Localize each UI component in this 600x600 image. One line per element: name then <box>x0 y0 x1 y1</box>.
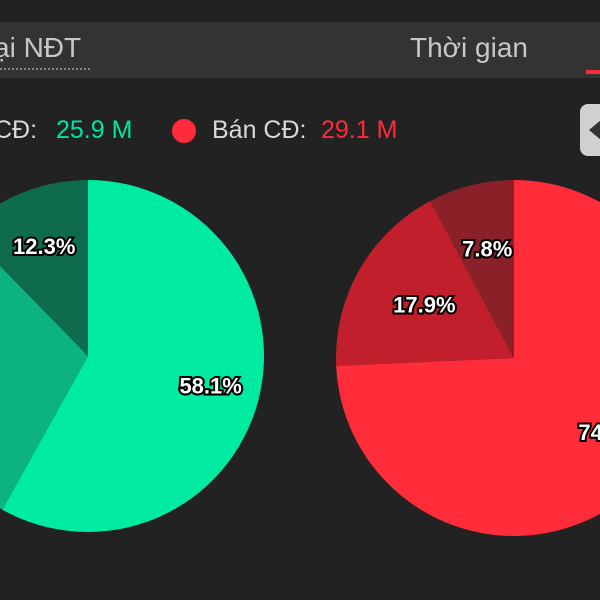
legend-sell-label: Bán CĐ: <box>212 116 307 144</box>
pie-slice-buy-2[interactable] <box>0 180 88 356</box>
pie-slice-label-buy-0: 58.1% <box>179 374 241 399</box>
pie-slice-label-buy-2: 12.3% <box>13 234 75 259</box>
legend-sell-value: 29.1 M <box>321 116 398 144</box>
pie-chart-sell: 74. 17.9% 7.8% <box>336 179 600 536</box>
pie-slice-label-sell-2: 7.8% <box>462 237 512 262</box>
legend-buy-value: 25.9 M <box>56 116 133 144</box>
tab-active-indicator <box>586 70 600 74</box>
circle-icon <box>172 119 196 143</box>
pie-slice-sell-0[interactable] <box>336 180 600 536</box>
pie-slice-label-sell-0: 74. <box>578 420 600 445</box>
pie-slice-buy-1[interactable] <box>0 230 88 510</box>
legend-buy-label: CĐ: <box>0 116 38 144</box>
pie-chart-buy: 58.1% 12.3% <box>0 180 264 532</box>
pie-slice-sell-2[interactable] <box>430 179 514 358</box>
legend: CĐ: 25.9 M Bán CĐ: 29.1 M <box>0 114 560 150</box>
tab-underline <box>0 68 90 70</box>
tab-time[interactable]: Thời gian <box>410 32 528 63</box>
scroll-left-button[interactable] <box>580 104 600 156</box>
pie-slice-sell-1[interactable] <box>336 200 514 366</box>
tab-investor-type[interactable]: ại NĐT <box>0 32 82 63</box>
pie-slice-label-sell-1: 17.9% <box>393 293 455 318</box>
tab-bar: ại NĐT Thời gian <box>0 22 600 78</box>
chevron-left-icon <box>589 120 600 140</box>
pie-slice-buy-0[interactable] <box>2 180 264 532</box>
